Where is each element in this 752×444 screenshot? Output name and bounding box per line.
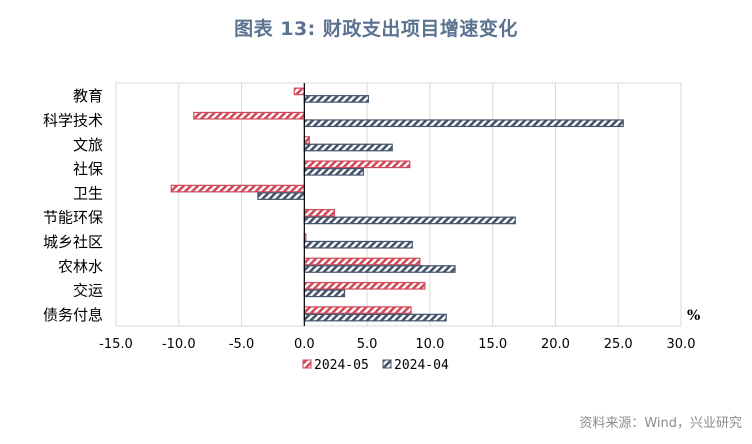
bar-2024-05: [193, 111, 305, 120]
bar-2024-05: [303, 160, 411, 169]
chart-title: 图表 13: 财政支出项目增速变化: [234, 18, 518, 40]
bar-2024-05: [303, 281, 426, 290]
legend-swatch: [302, 359, 312, 369]
category-label: 交运: [73, 282, 103, 300]
x-tick-label: -15.0: [99, 337, 133, 352]
bar-2024-04: [303, 143, 393, 152]
bar-2024-04: [303, 216, 516, 225]
category-label: 债务付息: [43, 306, 103, 324]
bar-2024-04: [303, 119, 624, 128]
category-label: 农林水: [58, 257, 103, 275]
category-label: 城乡社区: [43, 233, 103, 251]
bar-2024-04: [303, 167, 364, 176]
bar-2024-04: [303, 240, 413, 249]
legend-label: 2024-04: [394, 358, 449, 373]
x-tick-label: 15.0: [478, 337, 507, 352]
category-label: 科学技术: [43, 111, 103, 129]
bar-2024-05: [170, 184, 305, 193]
category-label: 社保: [73, 160, 103, 178]
x-tick-label: 0.0: [294, 337, 315, 352]
bar-2024-05: [303, 209, 336, 217]
bar-2024-04: [303, 289, 346, 298]
bar-2024-05: [303, 136, 310, 144]
bar-2024-04: [303, 95, 369, 103]
category-label: 卫生: [73, 184, 103, 202]
bar-2024-05: [303, 306, 412, 314]
legend-swatch: [382, 359, 392, 369]
category-label: 教育: [73, 87, 103, 105]
labels: -15.0 -10.0 -5.0 0.0 5.0 10.0 15.0 20.0 25.0 30.0…: [43, 87, 700, 352]
legend-label: 2024-05: [314, 358, 369, 373]
bar-chart: -15.0 -10.0 -5.0 0.0 5.0 10.0 15.0 20.0 25.0 30.0…: [43, 82, 700, 373]
x-tick-label: 30.0: [667, 337, 696, 352]
x-tick-label: 25.0: [604, 337, 633, 352]
category-label: 节能环保: [43, 209, 103, 227]
category-label: 文旅: [73, 136, 103, 154]
x-tick-label: 20.0: [541, 337, 570, 352]
unit-label: %: [687, 308, 700, 324]
x-tick-label: -10.0: [162, 337, 196, 352]
x-tick-label: 10.0: [415, 337, 444, 352]
legend: 2024-05 2024-04: [302, 358, 449, 373]
bar-2024-05: [303, 257, 421, 266]
source-note: 资料来源：Wind，兴业研究: [579, 416, 742, 431]
bars: [170, 87, 624, 322]
x-tick-label: -5.0: [229, 337, 254, 352]
bar-2024-04: [257, 192, 305, 200]
bar-2024-05: [293, 87, 305, 96]
bar-2024-04: [303, 313, 447, 322]
bar-2024-04: [303, 265, 456, 273]
x-tick-label: 5.0: [357, 337, 378, 352]
